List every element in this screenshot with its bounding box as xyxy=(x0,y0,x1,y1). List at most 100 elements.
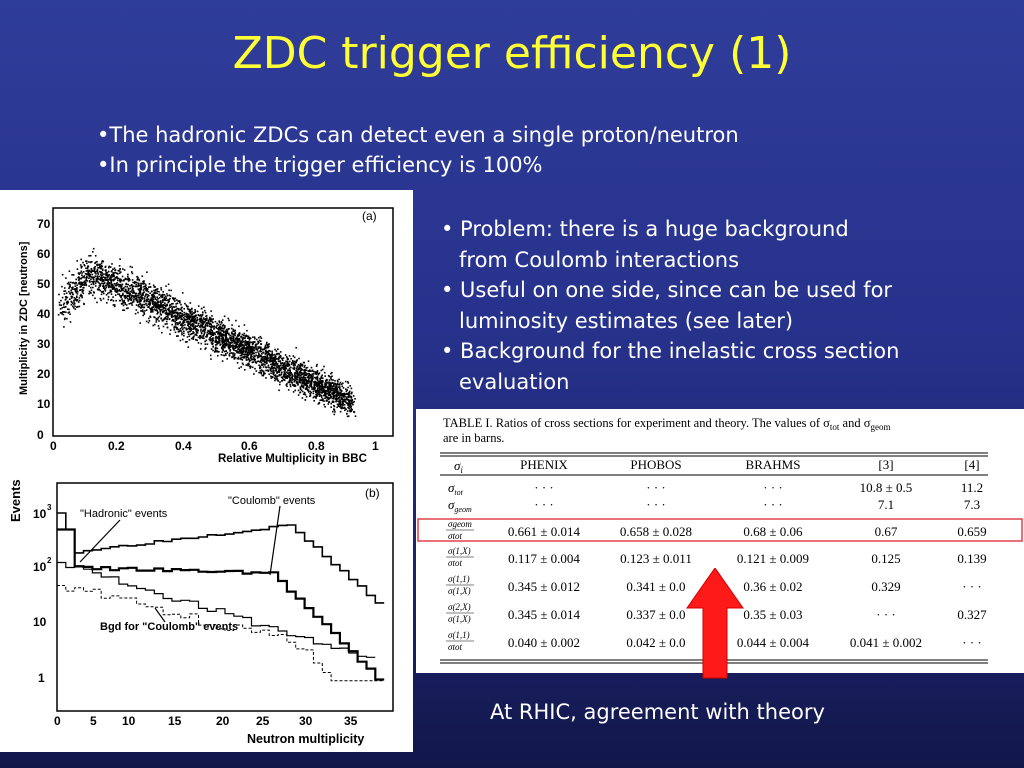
row-label-denominator: σtot xyxy=(448,642,462,652)
table-cell: 0.661 ± 0.014 xyxy=(508,524,581,539)
xtick: 10 xyxy=(122,714,136,728)
table-cell: · · · xyxy=(876,607,896,622)
slide-caption: At RHIC, agreement with theory xyxy=(490,700,825,724)
table-cell: 0.042 ± 0.0 xyxy=(626,635,685,650)
table-cell: · · · xyxy=(763,480,783,495)
ytick-exp: 3 xyxy=(47,503,52,512)
table-cell: · · · xyxy=(763,497,783,512)
table-cell: 0.659 xyxy=(957,524,986,539)
table-cell: 11.2 xyxy=(961,480,983,495)
table-cell: 0.35 ± 0.03 xyxy=(743,607,802,622)
table-cell: 7.1 xyxy=(878,497,894,512)
table-cell: · · · xyxy=(646,480,666,495)
table-cell: 0.345 ± 0.014 xyxy=(508,607,581,622)
row-label-numerator: σ(1,1) xyxy=(448,630,470,640)
table-cell: 0.341 ± 0.0 xyxy=(626,579,685,594)
panel-label-a: (a) xyxy=(362,209,377,223)
highlighted-row-frame xyxy=(417,518,1023,542)
table-cell: 0.125 xyxy=(871,551,900,566)
table-cell: · · · xyxy=(962,635,982,650)
table-cell: 0.337 ± 0.0 xyxy=(626,607,685,622)
scatter-cloud xyxy=(57,247,357,418)
ytick: 10 xyxy=(33,507,47,521)
xtick: 0.6 xyxy=(241,439,258,453)
ytick: 1 xyxy=(38,671,45,685)
annotation-hadronic: "Hadronic" events xyxy=(80,508,168,520)
ytick: 0 xyxy=(37,428,44,442)
intro-line: •The hadronic ZDCs can detect even a sin… xyxy=(97,123,739,147)
row-label-numerator: σ(1,X) xyxy=(448,546,471,556)
table-cell: 10.8 ± 0.5 xyxy=(860,480,913,495)
ytick: 40 xyxy=(37,307,51,321)
xtick: 0.8 xyxy=(308,439,325,453)
table-cell: 0.67 xyxy=(875,524,898,539)
bullet-line: • Background for the inelastic cross sec… xyxy=(441,339,900,363)
xtick: 20 xyxy=(216,714,230,728)
table-cell: 0.044 ± 0.004 xyxy=(737,635,810,650)
table-cell: 0.345 ± 0.012 xyxy=(508,579,580,594)
col-header: BRAHMS xyxy=(746,457,801,472)
bullet-line: luminosity estimates (see later) xyxy=(459,308,794,333)
table-cell: 7.3 xyxy=(964,497,980,512)
xtick: 15 xyxy=(168,714,182,728)
table-cell: 0.329 xyxy=(871,579,900,594)
y-axis-label: Multiplicity in ZDC [neutrons] xyxy=(18,241,30,395)
table-cell: 0.658 ± 0.028 xyxy=(620,524,692,539)
col-header: PHENIX xyxy=(520,457,568,472)
table-cell: 0.117 ± 0.004 xyxy=(508,551,580,566)
table-cell: 0.041 ± 0.002 xyxy=(850,635,922,650)
row-label-denominator: σ(1,X) xyxy=(448,614,471,624)
bullet-list: • Problem: there is a huge background fr… xyxy=(441,214,899,397)
histogram-lines xyxy=(57,512,385,682)
intro-text: •The hadronic ZDCs can detect even a sin… xyxy=(97,120,739,180)
ytick: 10 xyxy=(33,615,47,629)
table-cell: 0.68 ± 0.06 xyxy=(743,524,803,539)
plot-b: (b) "Hadronic" events "Coulomb" events B… xyxy=(8,479,394,746)
bullet-line: from Coulomb interactions xyxy=(459,247,740,272)
table-cell: 0.123 ± 0.011 xyxy=(620,551,692,566)
table-rows: σtot · · · · · · · · · 10.8 ± 0.5 11.2 σgeom · … xyxy=(446,480,987,652)
intro-line: •In principle the trigger efficiency is … xyxy=(97,153,543,177)
row-label-numerator: σgeom xyxy=(448,519,472,529)
bullet-item: • Useful on one side, since can be used … xyxy=(441,275,899,336)
xtick: 35 xyxy=(344,714,358,728)
col-header: PHOBOS xyxy=(630,457,681,472)
plot-a: (a) 0 10 20 30 40 50 60 70 0 0.2 0.4 0.6… xyxy=(18,207,394,465)
bullet-line: • Problem: there is a huge background xyxy=(441,217,849,241)
row-label-denominator: σtot xyxy=(448,558,462,568)
ytick: 50 xyxy=(37,277,51,291)
table-cell: · · · xyxy=(534,497,554,512)
x-axis-label: Neutron multiplicity xyxy=(247,732,364,746)
x-axis-label: Relative Multiplicity in BBC xyxy=(218,453,367,465)
cross-section-table: TABLE I. Ratios of cross sections for ex… xyxy=(416,409,1024,673)
xtick: 1 xyxy=(372,439,379,453)
table-caption: TABLE I. Ratios of cross sections for ex… xyxy=(443,416,890,432)
y-axis-label: Events xyxy=(8,479,23,522)
row-label-numerator: σ(2,X) xyxy=(448,602,471,612)
ytick: 60 xyxy=(37,247,51,261)
table-cell: 0.121 ± 0.009 xyxy=(737,551,809,566)
bullet-item: • Background for the inelastic cross sec… xyxy=(441,336,899,397)
table-cell: 0.139 xyxy=(957,551,986,566)
xtick: 0 xyxy=(54,714,61,728)
annotation-bgd: Bgd for "Coulomb" events xyxy=(100,621,238,633)
table-cell: 0.36 ± 0.02 xyxy=(743,579,802,594)
ytick: 30 xyxy=(37,337,51,351)
xtick: 0 xyxy=(50,439,57,453)
table-cell: 0.327 xyxy=(957,607,987,622)
table-cell: · · · xyxy=(962,579,982,594)
bullet-item: • Problem: there is a huge background fr… xyxy=(441,214,899,275)
xtick: 5 xyxy=(90,714,97,728)
table-caption-line2: are in barns. xyxy=(443,431,504,445)
up-arrow-icon xyxy=(686,568,744,679)
table-cell: · · · xyxy=(646,497,666,512)
annotation-coulomb: "Coulomb" events xyxy=(228,495,316,507)
col-header: σi xyxy=(454,458,463,475)
col-header: [4] xyxy=(964,457,979,472)
table-cell: · · · xyxy=(534,480,554,495)
row-label: σgeom xyxy=(448,497,472,514)
xtick: 0.2 xyxy=(108,439,125,453)
xtick: 0.4 xyxy=(175,439,192,453)
ytick-exp: 2 xyxy=(47,556,52,565)
ytick: 20 xyxy=(37,367,51,381)
